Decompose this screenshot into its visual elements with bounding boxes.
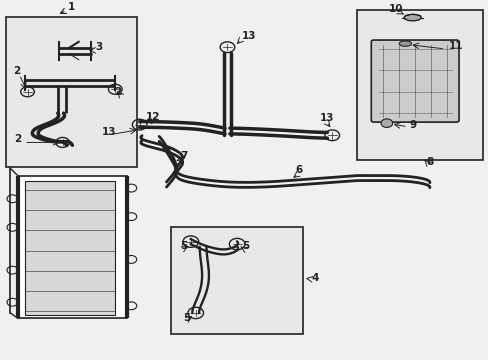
FancyBboxPatch shape [370,40,458,122]
Text: 12: 12 [146,112,160,122]
Text: 4: 4 [311,273,319,283]
Bar [5,17,137,167]
Text: 7: 7 [180,151,187,161]
Text: 5: 5 [180,242,187,251]
Ellipse shape [404,14,420,21]
Text: 13: 13 [242,31,256,41]
Text: 11: 11 [447,41,462,51]
Text: 2: 2 [14,134,21,144]
Text: 8: 8 [425,157,432,167]
Bar [356,10,483,159]
Text: 13: 13 [320,113,334,123]
Text: 10: 10 [387,4,402,14]
Ellipse shape [399,41,411,46]
Text: 1: 1 [68,3,75,13]
Text: 5: 5 [242,242,249,251]
Text: 9: 9 [408,120,416,130]
Text: 5: 5 [183,313,190,323]
Text: 2: 2 [13,66,20,76]
Bar [25,181,115,315]
Text: 2: 2 [114,87,122,96]
Text: 13: 13 [102,127,116,137]
Bar [18,176,127,318]
Text: 3: 3 [96,42,103,52]
Text: 6: 6 [295,165,303,175]
Bar [171,227,303,334]
Circle shape [380,119,392,127]
